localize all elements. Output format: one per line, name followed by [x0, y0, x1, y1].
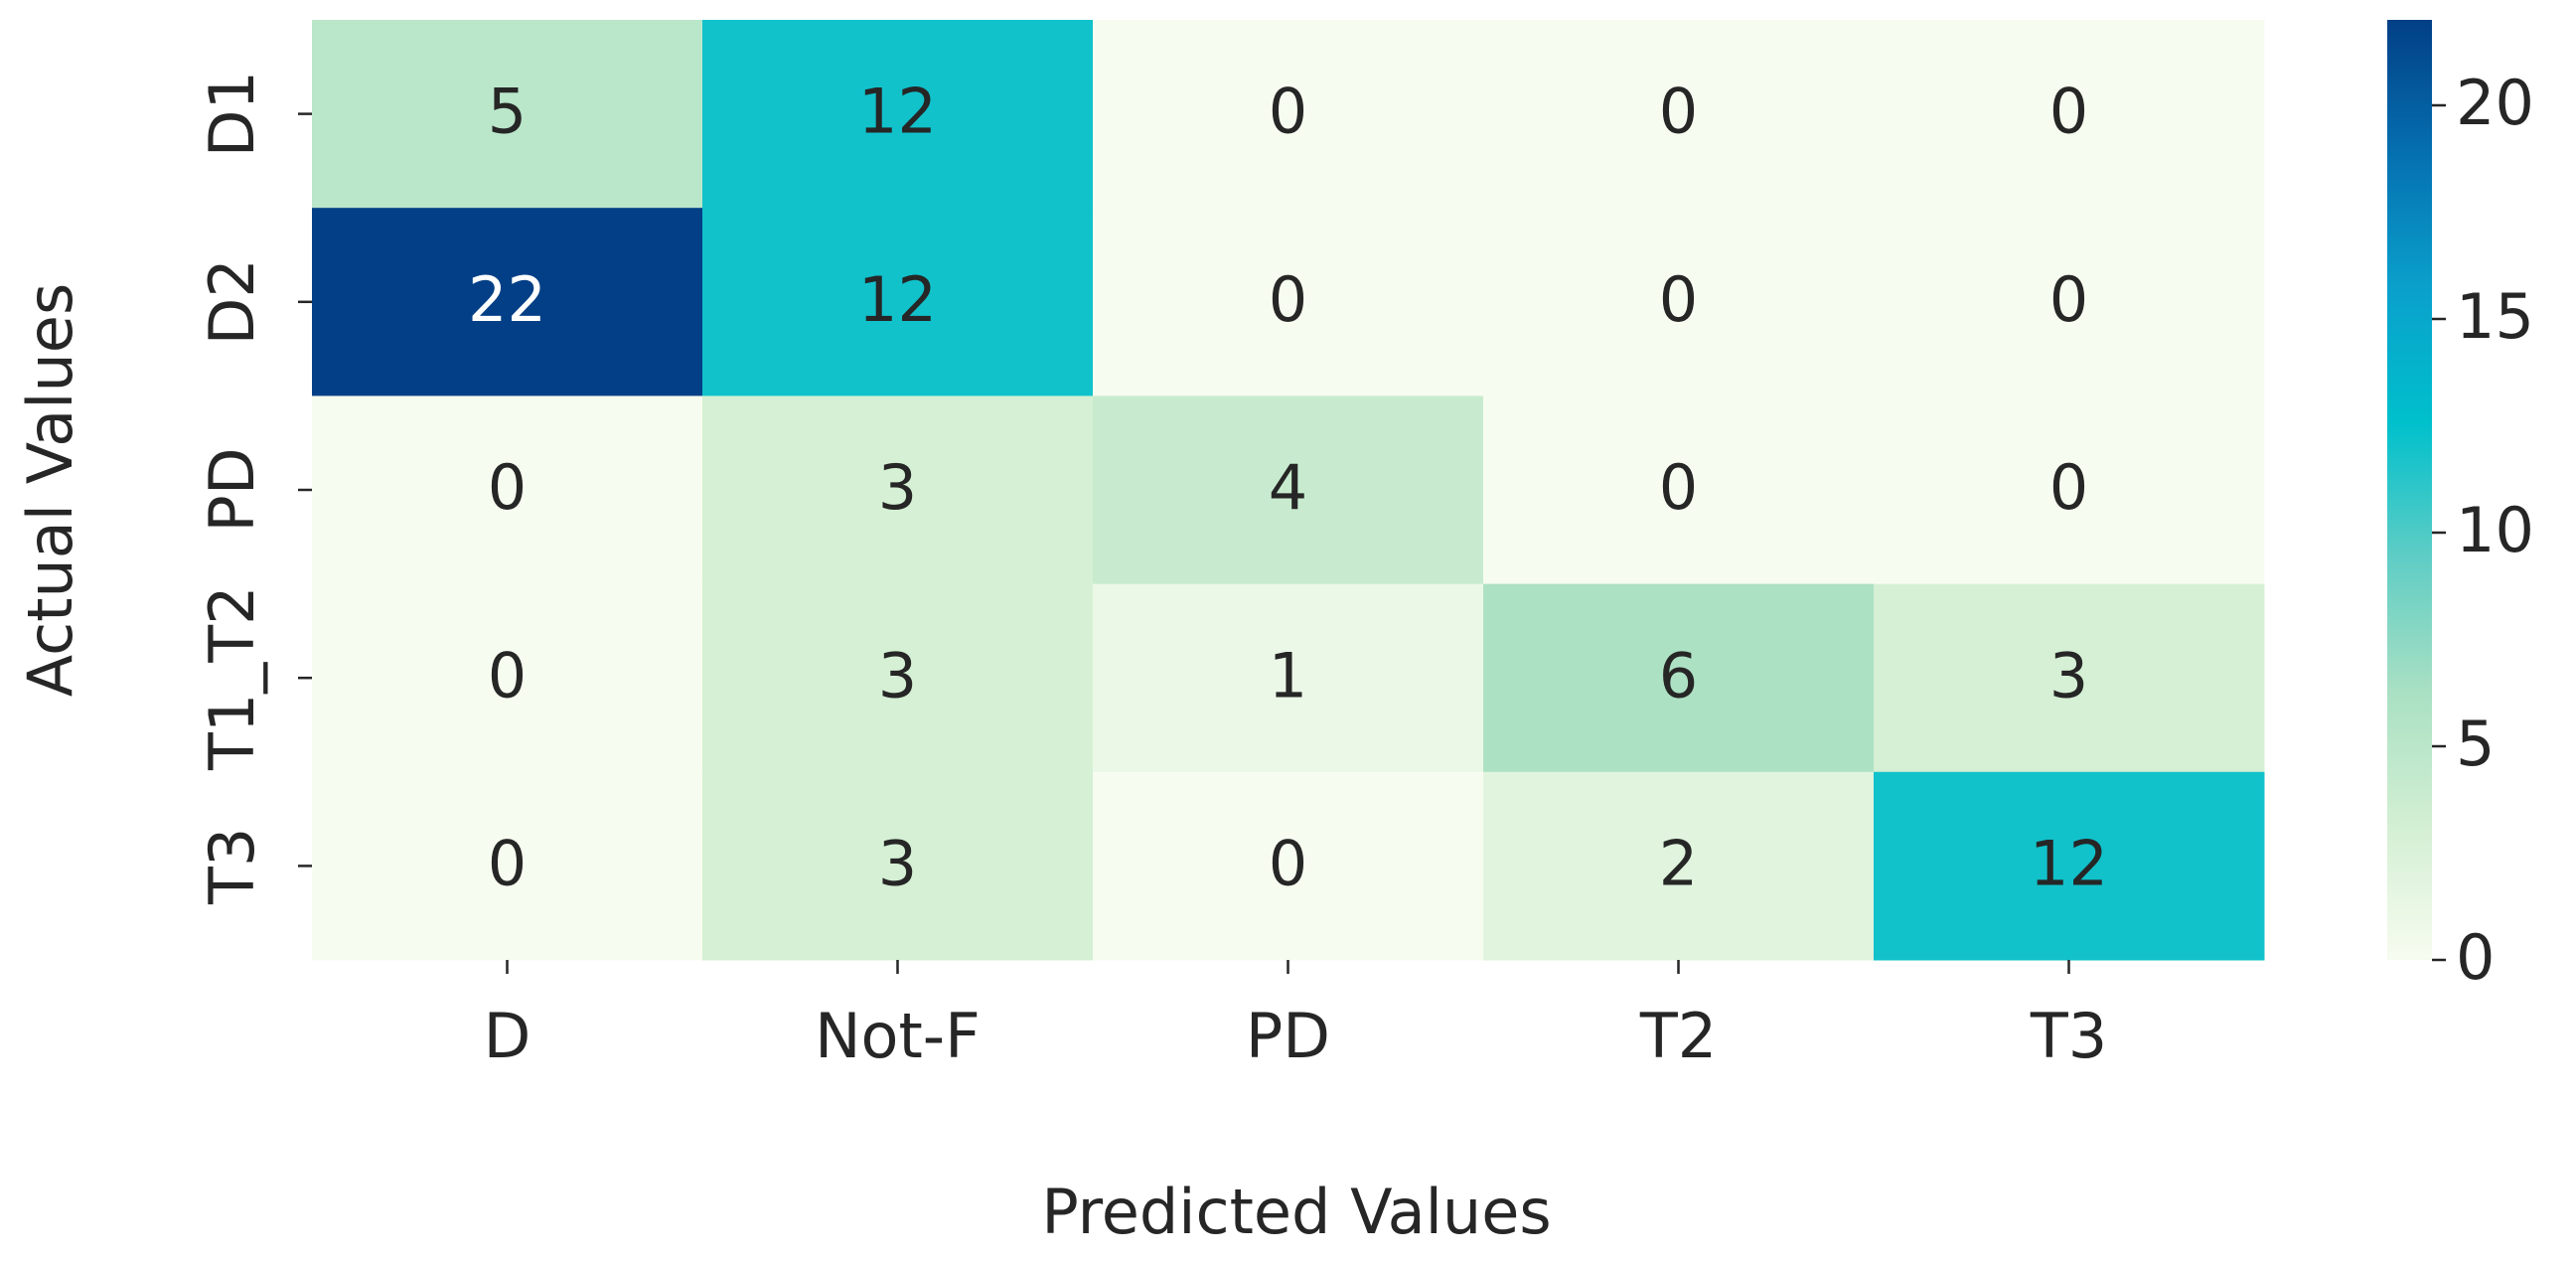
cell-value: 22	[468, 263, 546, 336]
heatmap-cell	[1874, 395, 2265, 585]
cell-value: 12	[858, 76, 937, 148]
heatmap-cell	[1483, 208, 1875, 396]
heatmap-cell	[1093, 20, 1484, 209]
x-tick-label: T2	[1639, 1000, 1717, 1072]
heatmap-cell	[1093, 583, 1484, 773]
cell-value: 0	[1659, 263, 1698, 336]
cell-value: 4	[1269, 451, 1307, 524]
heatmap-cell	[1093, 208, 1484, 396]
cell-value: 0	[1659, 451, 1698, 524]
colorbar-tick-label: 20	[2456, 67, 2534, 139]
heatmap-cell	[1874, 20, 2265, 209]
heatmap-cell	[312, 208, 703, 396]
cell-value: 3	[878, 827, 917, 899]
heatmap-cell	[702, 583, 1094, 773]
x-tick-label: Not-F	[815, 1000, 981, 1072]
heatmap-cell	[1483, 20, 1875, 209]
cell-value: 12	[2030, 827, 2108, 899]
cell-value: 0	[1269, 263, 1307, 336]
y-tick-label: T3	[196, 828, 268, 905]
x-tick-label: PD	[1246, 1000, 1330, 1072]
y-axis-label: Actual Values	[14, 283, 86, 698]
heatmap-cell	[1874, 583, 2265, 773]
cell-value: 3	[878, 639, 917, 711]
cell-value: 3	[878, 451, 917, 524]
cell-value: 5	[488, 76, 527, 148]
heatmap-cell	[312, 771, 703, 961]
y-tick-label: D1	[196, 71, 268, 157]
heatmap-cell	[1483, 583, 1875, 773]
heatmap-cell	[312, 20, 703, 209]
heatmap-cell	[1093, 771, 1484, 961]
cell-value: 12	[858, 263, 937, 336]
y-tick-label: T1_T2	[196, 585, 268, 771]
heatmap-cell	[1483, 395, 1875, 585]
cell-value: 0	[2049, 451, 2088, 524]
x-tick-label: D	[484, 1000, 531, 1072]
x-axis-label: Predicted Values	[1041, 1176, 1551, 1248]
heatmap-cell	[1483, 771, 1875, 961]
cell-value: 2	[1659, 827, 1698, 899]
cell-value: 0	[488, 451, 527, 524]
y-tick-label: PD	[196, 447, 268, 532]
cell-value: 0	[1269, 827, 1307, 899]
cell-value: 3	[2049, 639, 2088, 711]
heatmap-cell	[1874, 208, 2265, 396]
heatmap-cell	[702, 395, 1094, 585]
heatmap-cell	[312, 583, 703, 773]
heatmap-cell	[1093, 395, 1484, 585]
colorbar-tick-label: 10	[2456, 494, 2534, 566]
heatmap-cell	[312, 395, 703, 585]
heatmap-cell	[702, 208, 1094, 396]
cell-value: 0	[1659, 76, 1698, 148]
colorbar-tick-label: 15	[2456, 280, 2534, 353]
heatmap-cell	[1874, 771, 2265, 961]
colorbar	[2387, 20, 2432, 960]
cell-value: 0	[2049, 263, 2088, 336]
cell-value: 6	[1659, 639, 1698, 711]
y-tick-label: D2	[196, 258, 268, 345]
heatmap-cell	[702, 20, 1094, 209]
cell-value: 0	[488, 827, 527, 899]
cell-value: 0	[488, 639, 527, 711]
colorbar-tick-label: 0	[2456, 921, 2495, 994]
colorbar-tick-label: 5	[2456, 708, 2495, 780]
cell-value: 1	[1269, 639, 1307, 711]
heatmap-cell	[702, 771, 1094, 961]
cell-value: 0	[2049, 76, 2088, 148]
x-tick-label: T3	[2030, 1000, 2107, 1072]
cell-value: 0	[1269, 76, 1307, 148]
